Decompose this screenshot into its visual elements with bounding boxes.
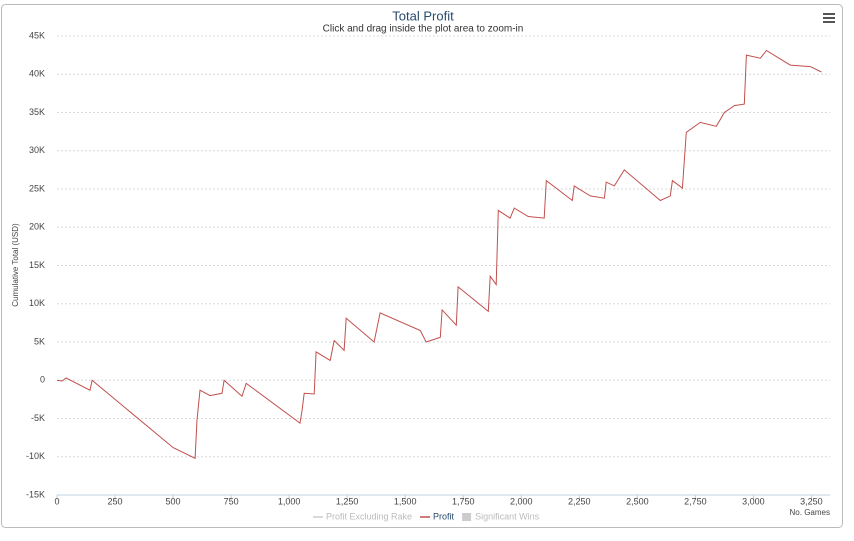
y-tick-label: 20K	[29, 222, 45, 232]
x-tick-label: 3,250	[800, 496, 823, 506]
y-tick-label: 5K	[34, 336, 45, 346]
legend-item[interactable]: Profit	[420, 511, 455, 521]
x-tick-label: 2,500	[626, 496, 649, 506]
y-tick-label: 15K	[29, 260, 45, 270]
y-tick-label: 30K	[29, 145, 45, 155]
legend-label: Profit	[433, 511, 455, 521]
menu-bar	[823, 13, 835, 15]
y-tick-label: 25K	[29, 183, 45, 193]
legend-label: Profit Excluding Rake	[326, 511, 412, 521]
y-tick-label: -15K	[26, 489, 45, 499]
chart-subtitle: Click and drag inside the plot area to z…	[323, 24, 524, 35]
legend: Profit Excluding Rake Profit Significant W…	[313, 511, 540, 521]
x-tick-label: 2,750	[684, 496, 707, 506]
legend-item[interactable]: Profit Excluding Rake	[313, 511, 412, 521]
menu-bar	[823, 17, 835, 19]
y-tick-label: 45K	[29, 30, 45, 40]
x-tick-label: 3,000	[742, 496, 765, 506]
menu-bar	[823, 21, 835, 23]
y-tick-label: -10K	[26, 451, 45, 461]
x-tick-label: 1,500	[394, 496, 417, 506]
x-tick-label: 2,000	[510, 496, 533, 506]
legend-item[interactable]: Significant Wins	[462, 511, 540, 521]
y-tick-label: -5K	[31, 413, 45, 423]
x-tick-label: 1,250	[336, 496, 359, 506]
menu-button[interactable]	[823, 13, 835, 23]
x-tick-label: 0	[54, 496, 59, 506]
y-tick-label: 40K	[29, 69, 45, 79]
x-tick-label: 2,250	[568, 496, 591, 506]
legend-label: Significant Wins	[475, 511, 540, 521]
x-tick-label: 500	[166, 496, 181, 506]
x-axis-label: No. Games	[790, 508, 830, 517]
x-tick-label: 750	[224, 496, 239, 506]
y-tick-label: 0	[40, 375, 45, 385]
x-tick-label: 250	[108, 496, 123, 506]
chart-title: Total Profit	[392, 8, 454, 23]
x-tick-label: 1,000	[278, 496, 301, 506]
y-axis-label: Cumulative Total (USD)	[11, 223, 20, 307]
profit-line	[56, 49, 822, 460]
y-tick-label: 35K	[29, 107, 45, 117]
x-tick-label: 1,750	[452, 496, 475, 506]
y-tick-label: 10K	[29, 298, 45, 308]
legend-symbol	[462, 513, 472, 521]
